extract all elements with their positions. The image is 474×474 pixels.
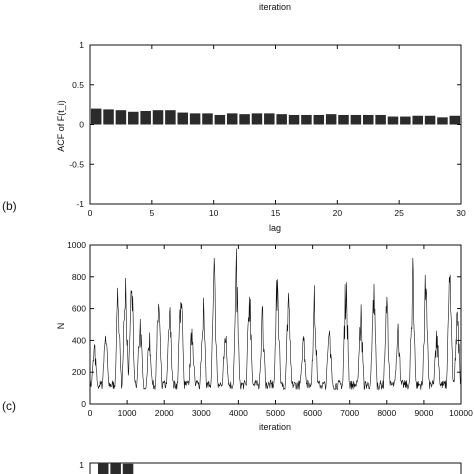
bottom-bar bbox=[98, 462, 109, 474]
trace-xtick-label: 1000 bbox=[118, 408, 137, 418]
bottom-plot-frame bbox=[89, 462, 462, 474]
trace-xticks: 0 1000 2000 3000 4000 5000 6000 7000 8000 9000 100… bbox=[88, 245, 473, 418]
bottom-bar bbox=[122, 463, 134, 474]
acf-bar bbox=[276, 114, 287, 125]
trace-xtick-label: 4000 bbox=[229, 408, 248, 418]
acf-bar bbox=[264, 113, 275, 125]
acf-bar bbox=[177, 112, 189, 125]
acf-bar bbox=[165, 110, 176, 125]
acf-bars bbox=[90, 108, 461, 125]
acf-bar bbox=[301, 114, 312, 125]
acf-bar bbox=[214, 114, 226, 125]
acf-y-axis-label: ACF of F(t_i) bbox=[56, 100, 66, 152]
trace-x-axis-label: iteration bbox=[259, 422, 291, 432]
trace-ytick-label: 600 bbox=[72, 304, 86, 314]
acf-bar bbox=[424, 115, 436, 125]
acf-bar bbox=[115, 110, 127, 125]
acf-bar bbox=[400, 116, 411, 125]
trace-xtick-label: 6000 bbox=[303, 408, 322, 418]
acf-xticks: 0 5 10 15 20 25 30 bbox=[88, 45, 466, 218]
acf-bar bbox=[288, 114, 300, 125]
trace-series-line bbox=[89, 248, 462, 391]
trace-xtick-label: 8000 bbox=[377, 408, 396, 418]
acf-xtick-label: 0 bbox=[88, 208, 93, 218]
trace-xtick-label: 5000 bbox=[266, 408, 285, 418]
acf-x-axis-label: lag bbox=[269, 223, 281, 233]
bottom-bar bbox=[110, 463, 121, 474]
trace-plot-frame bbox=[89, 244, 462, 405]
trace-yticks: 0 200 400 600 800 1000 bbox=[67, 240, 461, 409]
acf-ytick-label: 0.5 bbox=[72, 80, 84, 90]
acf-bar bbox=[239, 114, 250, 125]
bottom-ytick-label: 1 bbox=[79, 460, 84, 470]
acf-xtick-label: 10 bbox=[209, 208, 219, 218]
acf-bar bbox=[449, 115, 461, 125]
trace-ytick-label: 400 bbox=[72, 335, 86, 345]
acf-bar bbox=[437, 117, 448, 125]
trace-xtick-label: 3000 bbox=[192, 408, 211, 418]
acf-bar bbox=[325, 114, 337, 125]
acf-bar bbox=[338, 114, 349, 125]
trace-panel: 0 200 400 600 800 1000 0 1000 2000 3000 4000 5000 6… bbox=[56, 240, 473, 432]
acf-bar bbox=[387, 116, 399, 125]
acf-xtick-label: 5 bbox=[149, 208, 154, 218]
trace-ytick-label: 0 bbox=[81, 399, 86, 409]
acf-ytick-label: -0.5 bbox=[69, 159, 84, 169]
acf-bar bbox=[90, 108, 102, 125]
acf-bar bbox=[152, 110, 164, 125]
acf-bar bbox=[362, 114, 374, 125]
trace-y-axis-label: N bbox=[56, 323, 66, 330]
acf-bar bbox=[350, 114, 362, 125]
trace-ytick-label: 800 bbox=[72, 272, 86, 282]
acf-bar bbox=[226, 113, 238, 125]
trace-xtick-label: 7000 bbox=[340, 408, 359, 418]
acf-xtick-label: 30 bbox=[456, 208, 466, 218]
acf-bar bbox=[140, 110, 151, 125]
bottom-partial-panel: 1 bbox=[79, 460, 462, 474]
acf-bar bbox=[103, 109, 114, 125]
trace-xtick-label: 2000 bbox=[155, 408, 174, 418]
trace-xtick-label: 10000 bbox=[449, 408, 473, 418]
acf-ytick-label: -1 bbox=[76, 199, 84, 209]
panel-label-b: (b) bbox=[2, 199, 17, 213]
acf-bar bbox=[189, 113, 201, 125]
acf-bar bbox=[202, 113, 213, 125]
trace-xtick-label: 9000 bbox=[414, 408, 433, 418]
panel-label-c: (c) bbox=[2, 399, 16, 413]
bottom-bars bbox=[98, 462, 134, 474]
acf-xtick-label: 20 bbox=[333, 208, 343, 218]
acf-panel: -1 -0.5 0 0.5 1 0 5 10 15 20 25 30 lag ACF of F(t_… bbox=[56, 40, 466, 233]
acf-bar bbox=[412, 115, 423, 125]
trace-ytick-label: 200 bbox=[72, 367, 86, 377]
acf-ytick-label: 1 bbox=[79, 40, 84, 50]
acf-ytick-label: 0 bbox=[79, 120, 84, 130]
acf-xtick-label: 25 bbox=[394, 208, 404, 218]
trace-ytick-label: 1000 bbox=[67, 240, 86, 250]
acf-bar bbox=[375, 114, 386, 125]
trace-xtick-label: 0 bbox=[88, 408, 93, 418]
acf-xtick-label: 15 bbox=[271, 208, 281, 218]
top-cut-xlabel: iteration bbox=[259, 2, 291, 12]
acf-yticks: -1 -0.5 0 0.5 1 bbox=[69, 40, 461, 209]
acf-bar bbox=[251, 113, 263, 125]
acf-bar bbox=[128, 111, 139, 125]
acf-bar bbox=[313, 114, 325, 125]
